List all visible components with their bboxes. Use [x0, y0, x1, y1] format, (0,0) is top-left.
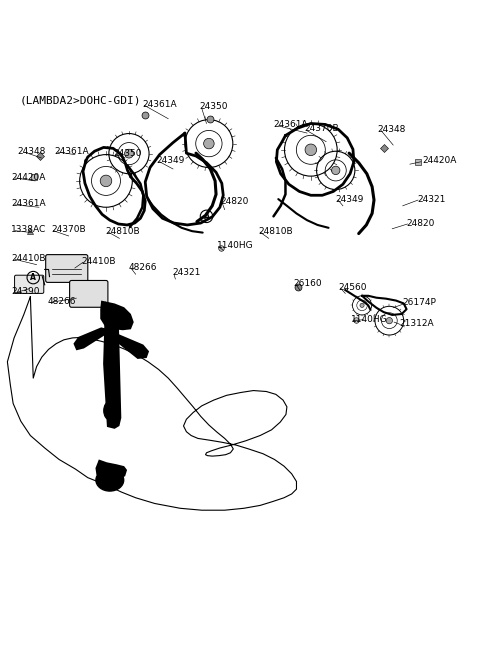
Text: 24361A: 24361A: [142, 100, 177, 109]
Polygon shape: [112, 333, 149, 359]
Circle shape: [100, 175, 112, 187]
Text: 24390: 24390: [11, 288, 40, 297]
Polygon shape: [103, 302, 121, 429]
Text: (LAMBDA2>DOHC-GDI): (LAMBDA2>DOHC-GDI): [20, 95, 141, 106]
Text: 24321: 24321: [417, 195, 445, 204]
Text: 24810B: 24810B: [258, 227, 293, 236]
Text: A: A: [204, 212, 209, 221]
Text: 24350: 24350: [113, 149, 142, 158]
Text: 48266: 48266: [48, 297, 76, 306]
Text: 26160: 26160: [294, 279, 322, 288]
Text: 24820: 24820: [407, 219, 435, 228]
Circle shape: [386, 317, 393, 324]
Circle shape: [124, 149, 133, 158]
Text: 24361A: 24361A: [54, 147, 89, 156]
FancyBboxPatch shape: [14, 275, 44, 293]
Text: 24420A: 24420A: [11, 173, 46, 182]
Ellipse shape: [104, 402, 116, 420]
Text: 1338AC: 1338AC: [11, 225, 47, 234]
Ellipse shape: [96, 469, 124, 491]
Text: 24370B: 24370B: [51, 225, 85, 234]
Circle shape: [332, 166, 340, 175]
Circle shape: [204, 138, 214, 149]
Circle shape: [360, 303, 364, 308]
Text: 24410B: 24410B: [81, 257, 116, 266]
FancyBboxPatch shape: [70, 280, 108, 307]
Text: 21312A: 21312A: [399, 319, 433, 328]
Text: 48266: 48266: [129, 263, 157, 271]
Text: 24348: 24348: [378, 125, 406, 134]
Text: 24410B: 24410B: [11, 254, 46, 263]
Polygon shape: [100, 300, 134, 330]
Text: 24321: 24321: [172, 268, 201, 277]
Circle shape: [305, 144, 317, 156]
Text: 24810B: 24810B: [105, 227, 140, 236]
Text: 24350: 24350: [199, 103, 228, 111]
Ellipse shape: [108, 359, 116, 371]
Text: 24370B: 24370B: [305, 124, 339, 133]
Polygon shape: [73, 327, 108, 350]
Text: 24820: 24820: [220, 197, 248, 206]
Text: 24348: 24348: [17, 147, 46, 156]
Text: 24420A: 24420A: [422, 156, 456, 165]
Text: 1140HG: 1140HG: [351, 315, 388, 324]
Text: 24361A: 24361A: [274, 120, 308, 129]
Text: 24349: 24349: [336, 195, 364, 204]
Text: 24361A: 24361A: [11, 199, 46, 208]
Text: A: A: [30, 273, 36, 282]
FancyBboxPatch shape: [46, 254, 88, 282]
Text: 24349: 24349: [156, 156, 185, 165]
Polygon shape: [96, 459, 127, 482]
Text: 26174P: 26174P: [403, 299, 437, 308]
Ellipse shape: [109, 339, 117, 349]
Text: 24560: 24560: [338, 283, 367, 291]
Text: 1140HG: 1140HG: [217, 241, 253, 250]
